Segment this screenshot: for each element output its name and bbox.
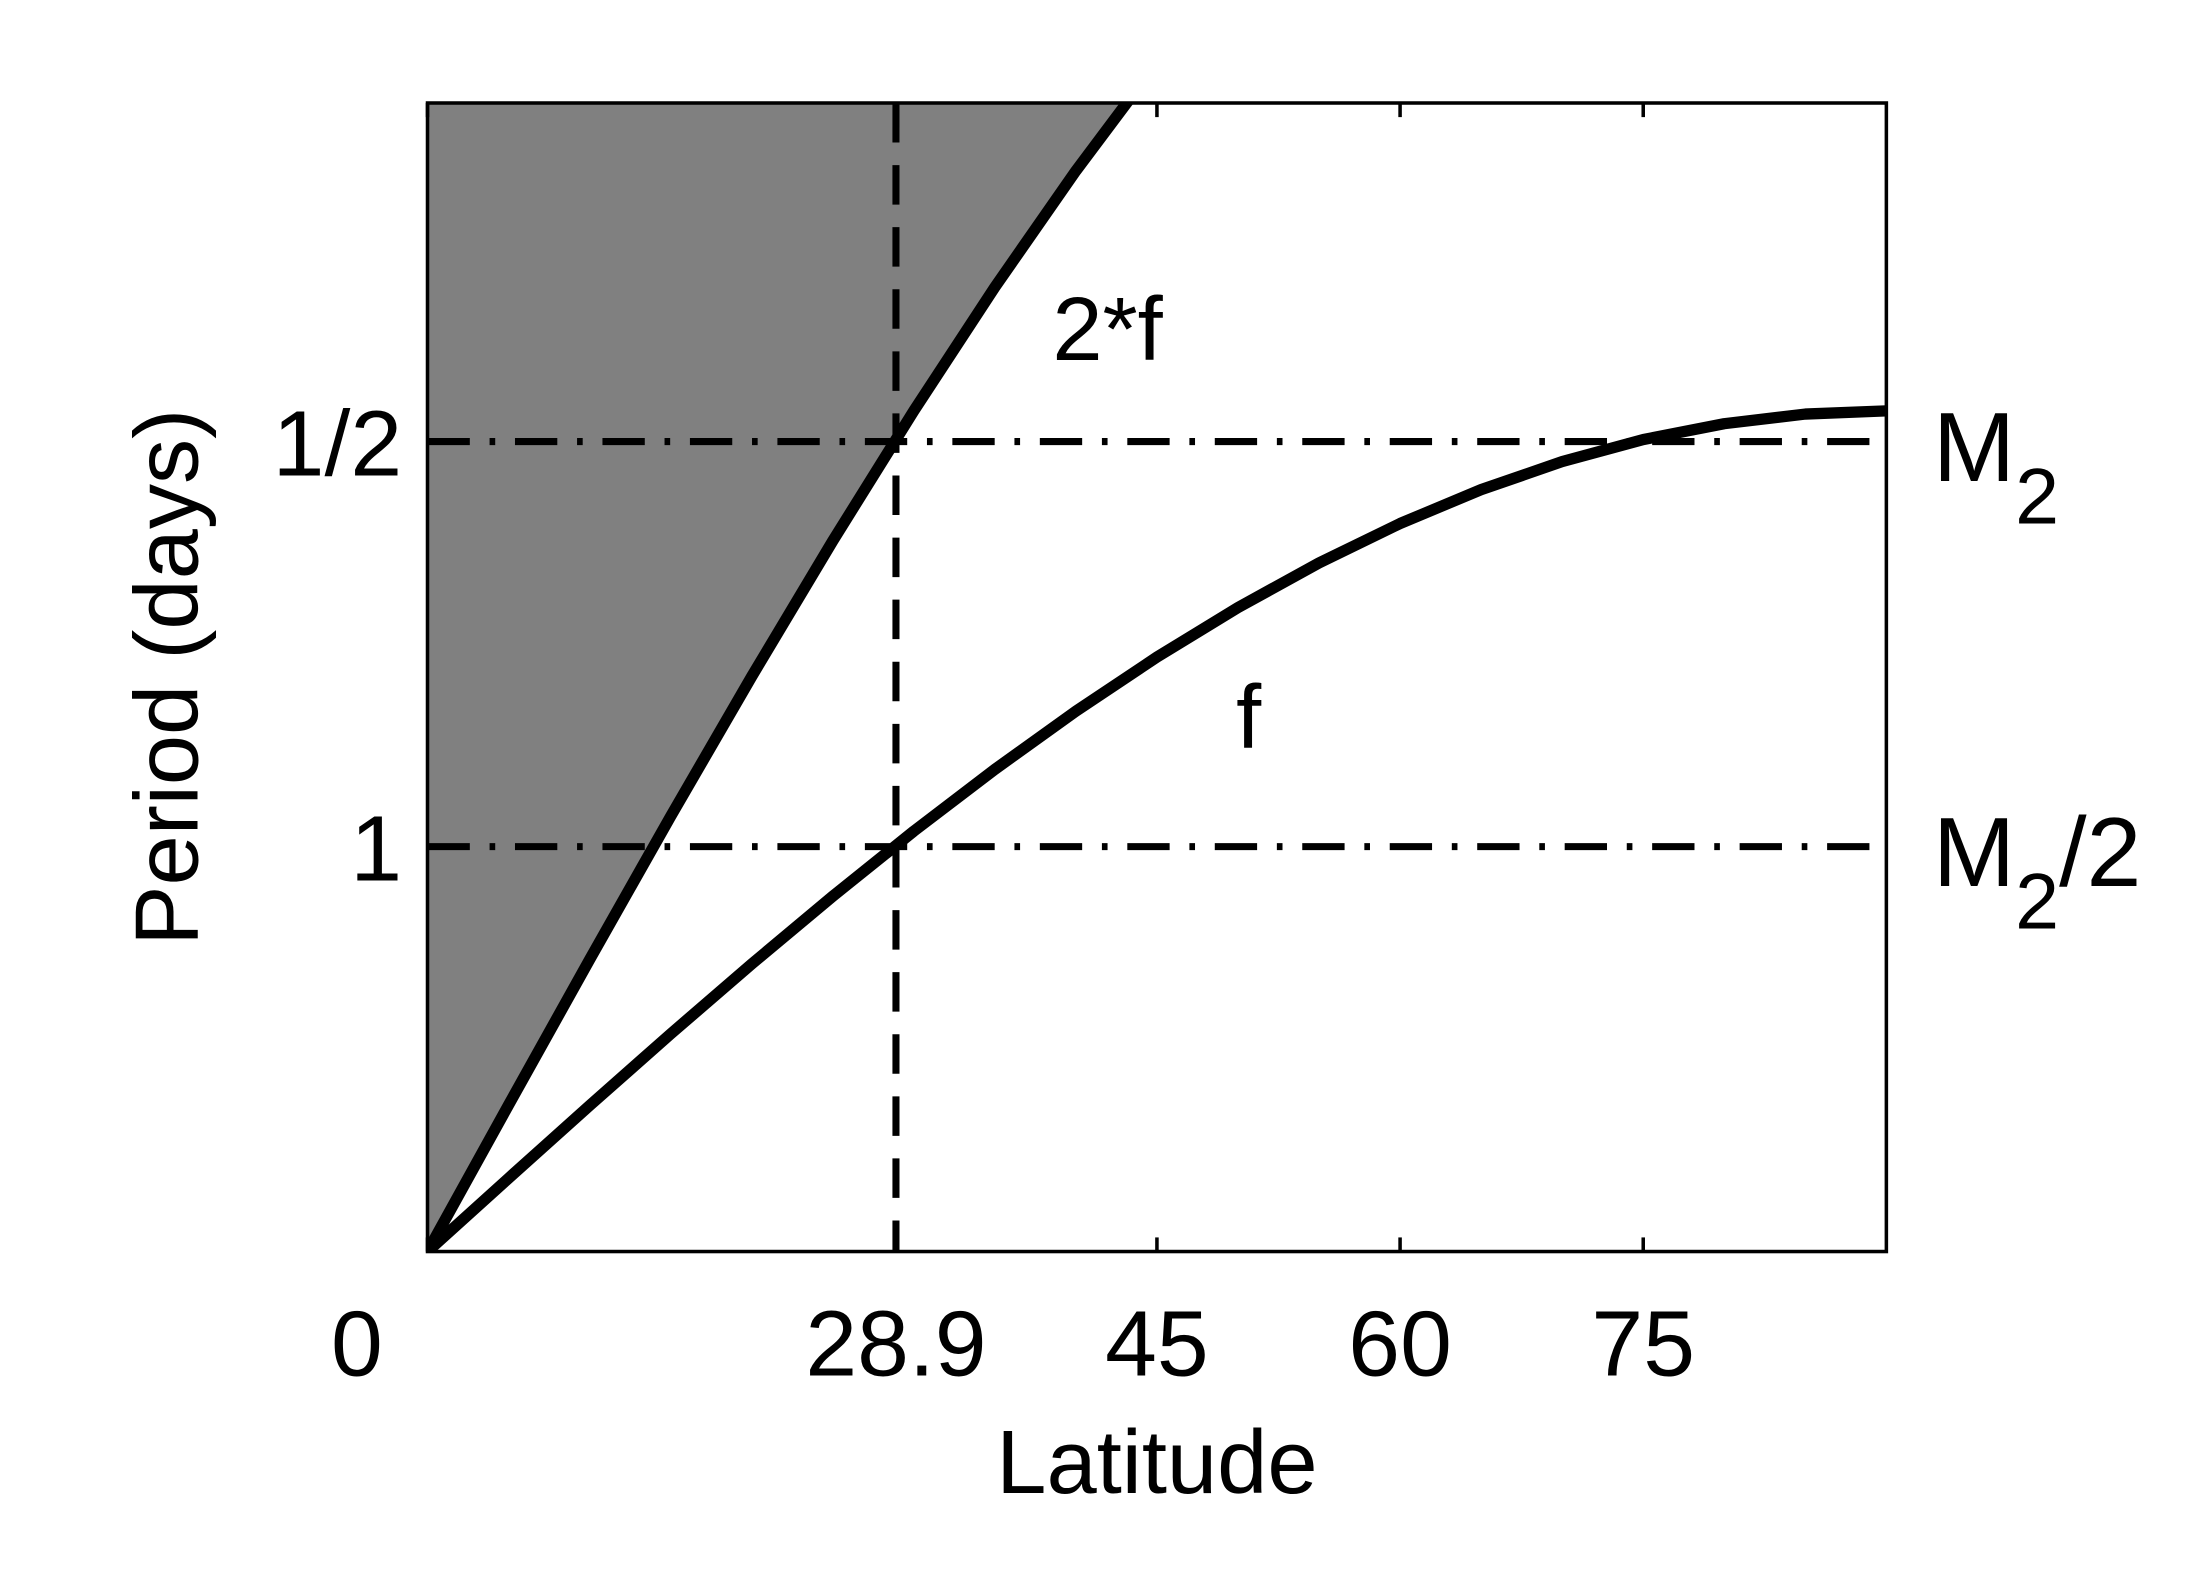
reference-label-part: M (1933, 392, 2015, 502)
x-tick-label: 60 (1348, 1292, 1452, 1396)
plot-area (427, 103, 1887, 1252)
reference-label: M2/2 (1933, 797, 2142, 945)
x-tick-label: 28.9 (805, 1292, 986, 1396)
series-label: f (1236, 667, 1262, 768)
reference-label-part: /2 (2059, 797, 2141, 907)
reference-label-part: 2 (2015, 856, 2059, 945)
reference-label-part: M (1933, 797, 2015, 907)
series-line (427, 103, 1134, 1252)
x-tick-label: 0 (331, 1292, 383, 1396)
y-tick-label: 1/2 (273, 391, 402, 495)
series-label: 2*f (1052, 279, 1163, 380)
x-axis-title: Latitude (996, 1412, 1317, 1513)
y-tick-label: 1 (350, 796, 402, 900)
reference-label-part: 2 (2015, 451, 2059, 540)
x-tick-label: 45 (1105, 1292, 1209, 1396)
x-tick-label: 75 (1591, 1292, 1695, 1396)
y-axis-title: Period (days) (117, 409, 218, 946)
shaded-region (427, 103, 1127, 1252)
series-line (427, 405, 1887, 1252)
reference-label: M2 (1933, 392, 2059, 540)
